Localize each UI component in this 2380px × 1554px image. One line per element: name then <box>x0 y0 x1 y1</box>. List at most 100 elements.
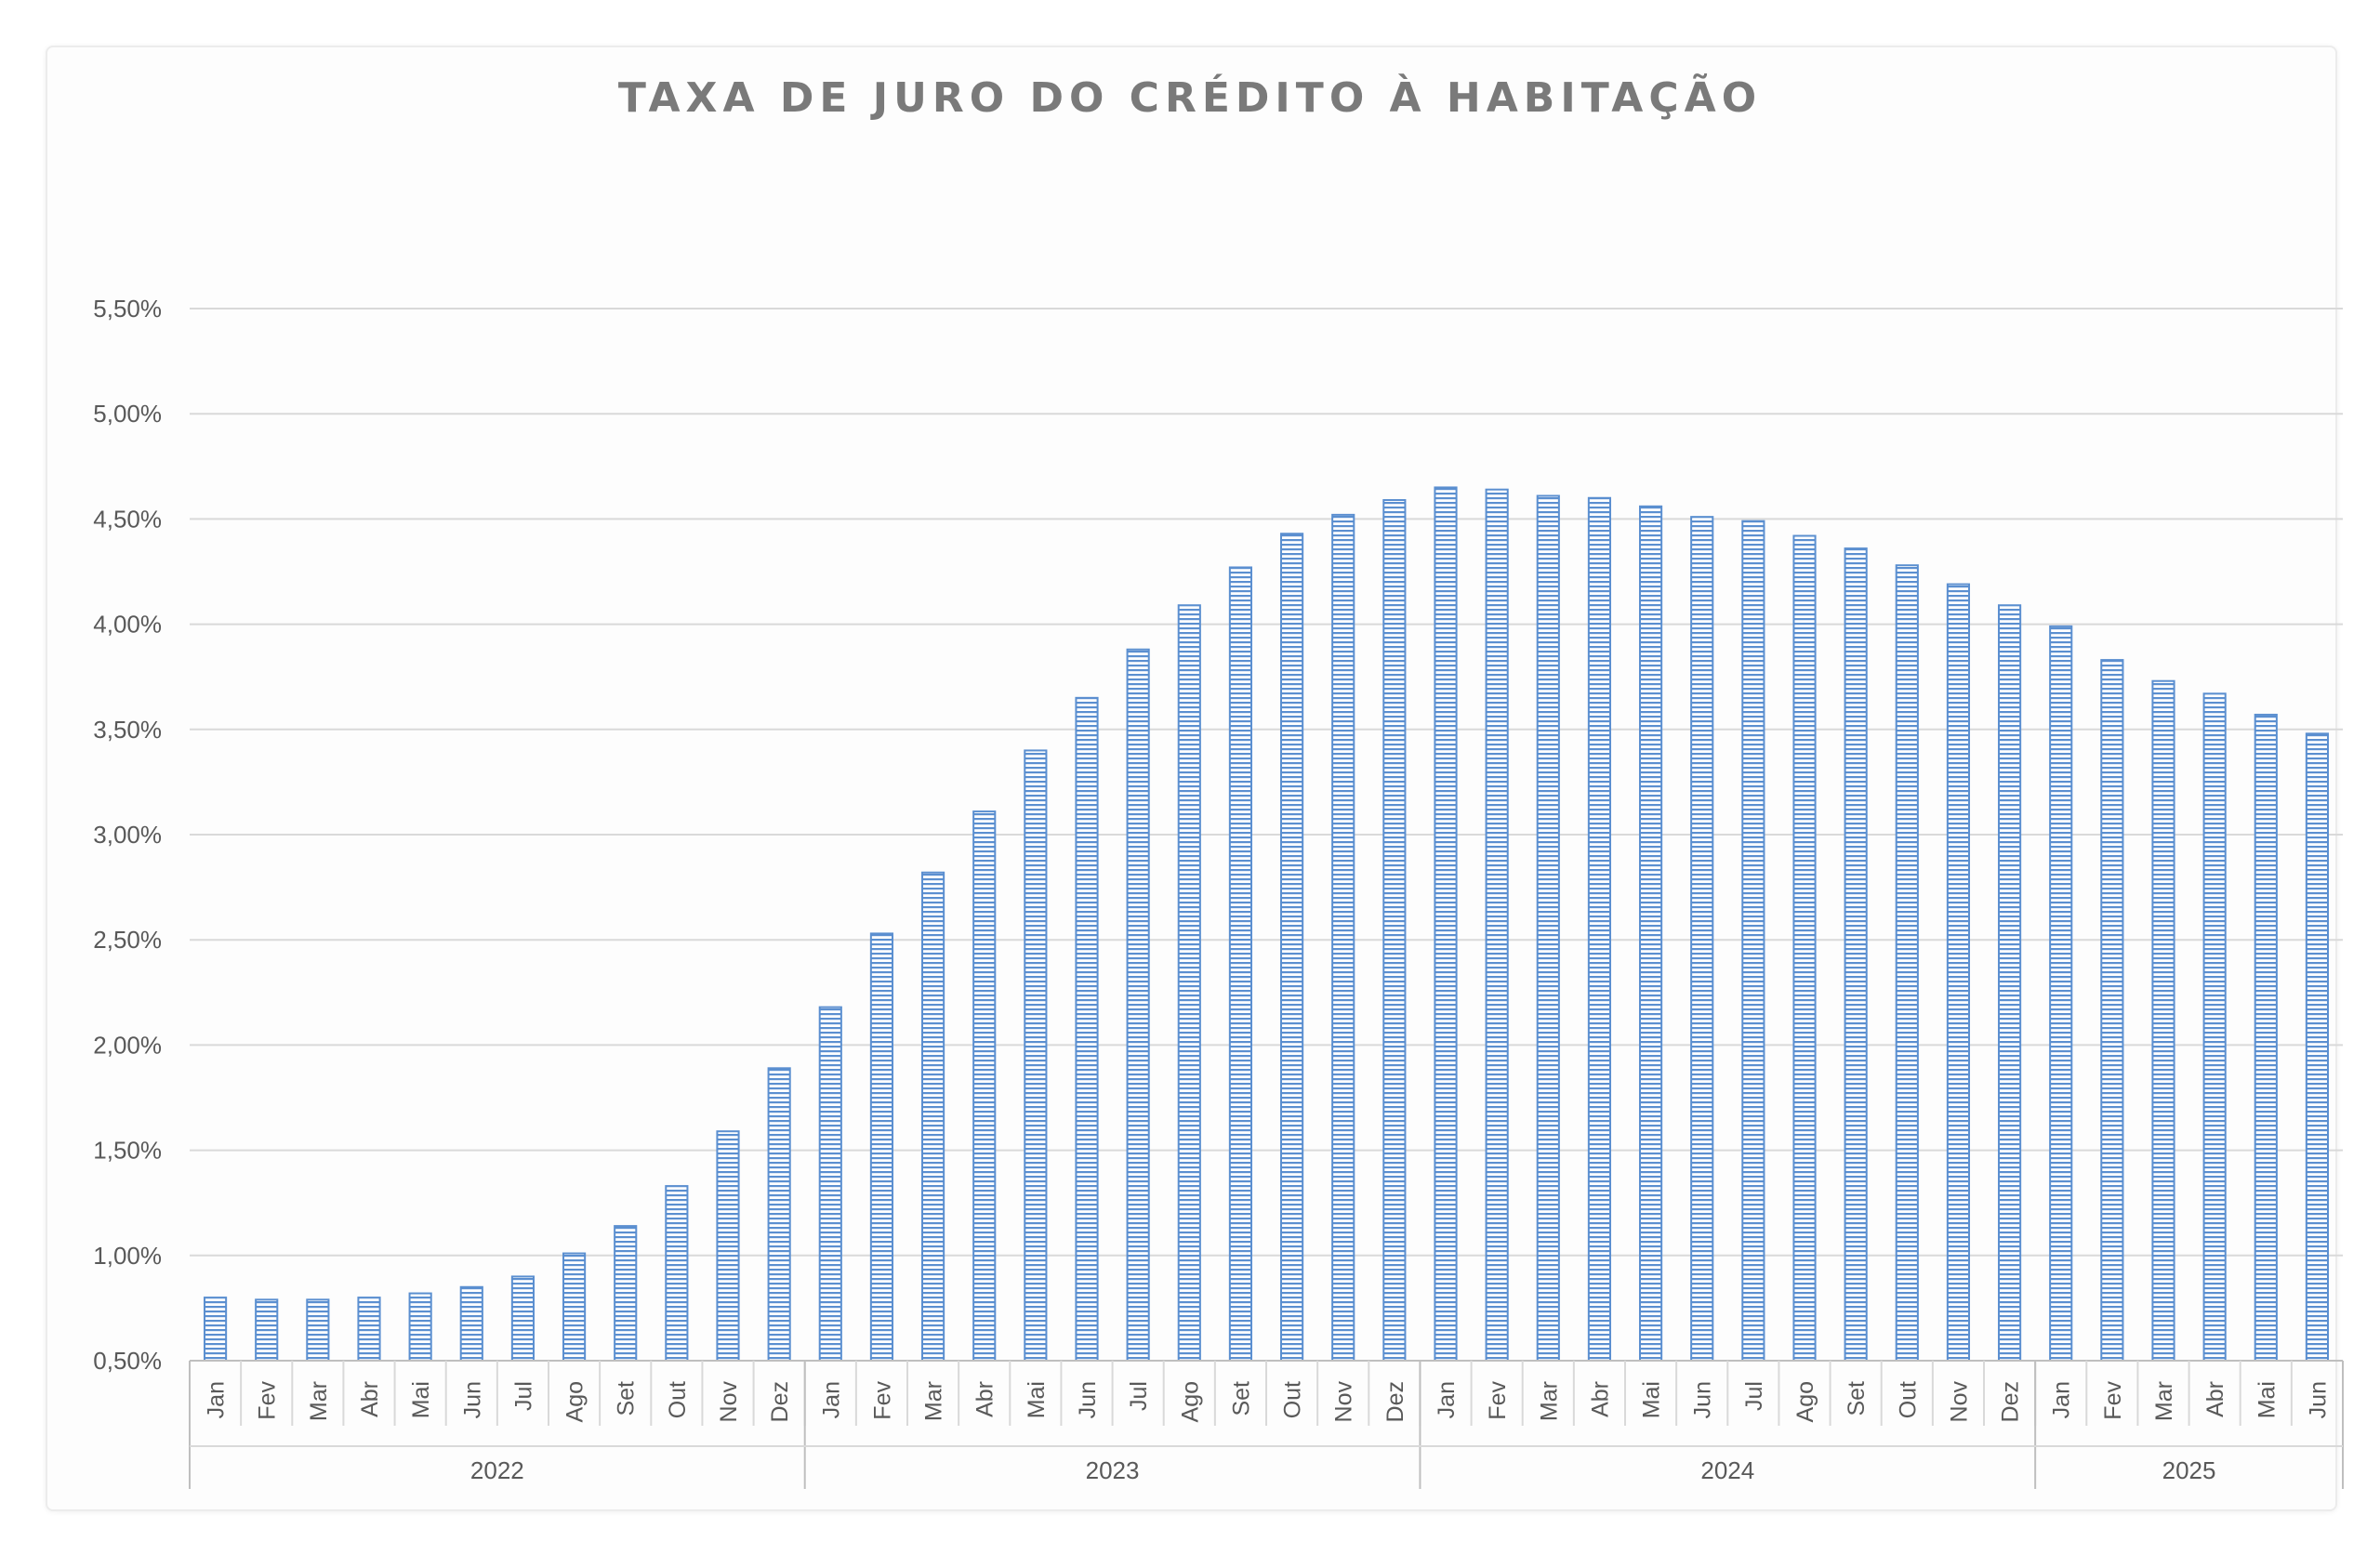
bar <box>920 871 945 1362</box>
bar <box>716 1130 740 1362</box>
bar <box>1997 604 2022 1362</box>
x-tick-label: Nov <box>1331 1381 1357 1423</box>
x-tick-label: Out <box>1895 1381 1921 1418</box>
y-tick-label: 1,50% <box>93 1137 162 1165</box>
x-tick-label: Jan <box>818 1381 844 1418</box>
bar <box>1228 566 1253 1362</box>
bars <box>203 486 2330 1363</box>
bar <box>408 1292 432 1362</box>
x-tick-label: Mar <box>306 1381 332 1421</box>
x-tick-label: Mar <box>1536 1381 1562 1421</box>
bar <box>1485 488 1509 1362</box>
bar <box>972 810 997 1362</box>
bar <box>767 1067 791 1362</box>
y-tick-label: 1,00% <box>93 1242 162 1270</box>
x-tick-label: Set <box>1844 1381 1870 1416</box>
y-tick-label: 3,50% <box>93 716 162 744</box>
bar <box>510 1275 536 1362</box>
x-tick-label: Jun <box>1690 1381 1716 1418</box>
x-tick-label: Set <box>1228 1381 1254 1416</box>
x-tick-label: Fev <box>2100 1381 2126 1420</box>
bar <box>1024 749 1048 1362</box>
x-tick-label: Jun <box>459 1381 485 1418</box>
bar <box>665 1185 689 1363</box>
year-label: 2022 <box>470 1456 524 1484</box>
x-tick-label: Nov <box>1946 1381 1972 1423</box>
bar <box>1177 604 1201 1362</box>
y-tick-label: 2,00% <box>93 1031 162 1059</box>
x-tick-label: Out <box>1280 1381 1306 1418</box>
bar <box>1587 496 1612 1362</box>
y-tick-label: 4,50% <box>93 505 162 533</box>
x-tick-label: Mai <box>2254 1381 2280 1418</box>
year-label: 2023 <box>1086 1456 1140 1484</box>
y-tick-label: 2,50% <box>93 926 162 954</box>
y-axis: 0,50% 1,00% 1,50% 2,00% 2,50% 3,00% 3,50% 4,00%… <box>93 295 162 1375</box>
bar <box>255 1298 279 1362</box>
bar <box>1792 534 1817 1362</box>
x-tick-label: Ago <box>1177 1381 1203 1422</box>
x-tick-label: Mar <box>921 1381 947 1421</box>
x-tick-label: Jan <box>1434 1381 1460 1418</box>
x-tick-label: Jun <box>1075 1381 1101 1418</box>
bar <box>1690 516 1714 1362</box>
x-tick-label: Mar <box>2151 1381 2177 1421</box>
x-tick-label: Jan <box>2049 1381 2075 1418</box>
gridlines <box>190 308 2343 1257</box>
bar <box>1331 513 1355 1362</box>
bar <box>1075 696 1099 1362</box>
bar <box>357 1297 381 1362</box>
bar <box>2254 713 2278 1362</box>
x-tick-label: Mai <box>1639 1381 1665 1418</box>
year-label: 2024 <box>1700 1456 1754 1484</box>
x-tick-label: Ago <box>1792 1381 1818 1422</box>
x-tick-label: Ago <box>562 1381 588 1422</box>
x-tick-label: Fev <box>1485 1381 1511 1420</box>
x-tick-label: Mai <box>1024 1381 1050 1418</box>
bar <box>459 1285 483 1363</box>
x-tick-label: Jul <box>510 1381 536 1411</box>
year-label: 2025 <box>2162 1456 2216 1484</box>
bar <box>1895 564 1919 1362</box>
bar <box>1279 533 1304 1362</box>
bar <box>1536 494 1560 1362</box>
bar <box>818 1006 842 1362</box>
x-tick-label: Jul <box>1741 1381 1767 1411</box>
bar <box>1434 486 1458 1362</box>
bar <box>2305 732 2330 1362</box>
bar <box>1638 505 1663 1362</box>
x-tick-label: Jun <box>2305 1381 2331 1418</box>
chart-title: TAXA DE JURO DO CRÉDITO À HABITAÇÃO <box>617 74 1763 122</box>
x-tick-label: Abr <box>1587 1381 1613 1417</box>
bar <box>562 1252 587 1363</box>
bar <box>1382 499 1407 1362</box>
x-tick-label: Mai <box>408 1381 434 1418</box>
y-tick-label: 5,50% <box>93 295 162 323</box>
bar <box>1844 547 1868 1362</box>
x-tick-label: Dez <box>767 1381 793 1422</box>
bar <box>2202 692 2227 1362</box>
x-tick-label: Jul <box>1126 1381 1152 1411</box>
x-tick-label: Jan <box>204 1381 230 1418</box>
bar <box>306 1298 330 1362</box>
x-axis: Jan Fev Mar Abr Mai Jun Jul Ago Set Out Nov Dez Jan F… <box>189 1360 2344 1489</box>
bar <box>2100 659 2124 1362</box>
bar <box>2151 679 2175 1362</box>
x-tick-label: Dez <box>1998 1381 2024 1422</box>
bar <box>869 932 894 1363</box>
x-tick-label: Abr <box>357 1381 383 1417</box>
x-tick-label: Nov <box>716 1381 742 1423</box>
x-tick-label: Out <box>665 1381 691 1418</box>
x-tick-label: Dez <box>1382 1381 1408 1422</box>
bar <box>614 1225 638 1362</box>
y-tick-label: 4,00% <box>93 611 162 639</box>
bar <box>2049 625 2073 1362</box>
bar <box>203 1297 228 1362</box>
bar <box>1126 648 1150 1362</box>
bar <box>1741 520 1765 1362</box>
y-tick-label: 0,50% <box>93 1347 162 1375</box>
y-tick-label: 5,00% <box>93 400 162 428</box>
x-tick-label: Fev <box>869 1381 895 1420</box>
x-tick-label: Fev <box>255 1381 281 1420</box>
